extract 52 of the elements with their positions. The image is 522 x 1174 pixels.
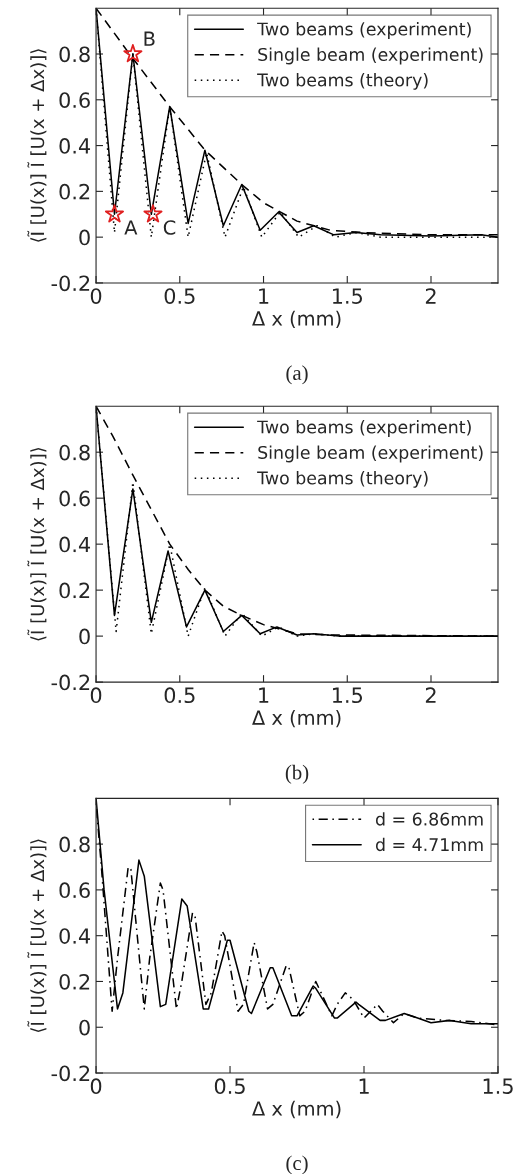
y-tick-label: 0.2 [59, 582, 90, 599]
y-tick-label: 0.4 [59, 138, 91, 154]
y-axis-title: ⟨Ĩ [U(x)] Ĩ [U(x + Δx)]⟩ [27, 447, 47, 641]
legend-label: Two beams (theory) [257, 73, 428, 90]
x-tick-label: 2 [425, 288, 436, 304]
x-tick-label: 1 [259, 288, 269, 304]
x-tick-label: 2 [425, 687, 436, 703]
x-tick-label: 0 [90, 288, 102, 304]
y-tick-label: -0.2 [51, 275, 90, 292]
text: (c) [286, 1155, 308, 1174]
text: (b) [285, 764, 309, 784]
y-tick-label: 0.4 [59, 536, 91, 553]
y-tick-label: 0.4 [59, 928, 91, 944]
x-tick-label: 0 [90, 687, 102, 704]
legend-label: Two beams (experiment) [257, 22, 471, 39]
text: (a) [286, 365, 308, 385]
y-tick-label: 0.6 [59, 92, 90, 108]
annotation: B [144, 31, 155, 46]
y-axis-title: ⟨Ĩ [U(x)] Ĩ [U(x + Δx)]⟩ [27, 49, 47, 242]
y-tick-label: 0.2 [59, 183, 90, 200]
x-axis-title: Δ x (mm) [252, 709, 341, 728]
legend-label: Single beam (experiment) [258, 445, 483, 463]
x-axis-title: Δ x (mm) [252, 310, 341, 329]
legend-label: Single beam (experiment) [258, 47, 483, 65]
x-tick-label: 1 [259, 687, 269, 703]
y-tick-label: 0.6 [59, 490, 90, 507]
legend-label: d = 6.86mm [375, 812, 483, 826]
y-tick-label: 0.6 [59, 882, 90, 899]
x-tick-label: 1.5 [483, 1078, 513, 1095]
x-tick-label: 1.5 [332, 687, 363, 704]
x-tick-label: 0.5 [164, 288, 195, 304]
y-tick-label: 0.8 [59, 46, 90, 63]
y-axis-title: ⟨Ĩ [U(x)] Ĩ [U(x + Δx)]⟩ [27, 839, 47, 1032]
x-tick-label: 0.5 [164, 687, 195, 704]
y-tick-label: 0 [79, 1019, 90, 1036]
x-axis-title: Δ x (mm) [252, 1100, 341, 1119]
x-tick-label: 1.5 [332, 288, 363, 304]
y-tick-label: 0.8 [59, 836, 90, 853]
y-tick-label: 0.8 [59, 444, 90, 461]
legend-label: d = 4.71mm [375, 837, 483, 852]
legend-label: Two beams (experiment) [257, 420, 471, 437]
x-tick-label: 0.5 [214, 1078, 245, 1095]
annotation: C [163, 220, 176, 235]
x-tick-label: 1 [359, 1078, 369, 1094]
y-tick-label: -0.2 [51, 674, 90, 691]
x-tick-label: 0 [90, 1078, 102, 1095]
y-tick-label: 0 [79, 628, 90, 645]
y-tick-label: -0.2 [51, 1065, 90, 1082]
annotation: A [124, 220, 138, 235]
legend-label: Two beams (theory) [257, 471, 428, 488]
y-tick-label: 0 [79, 229, 90, 246]
y-tick-label: 0.2 [59, 973, 90, 990]
